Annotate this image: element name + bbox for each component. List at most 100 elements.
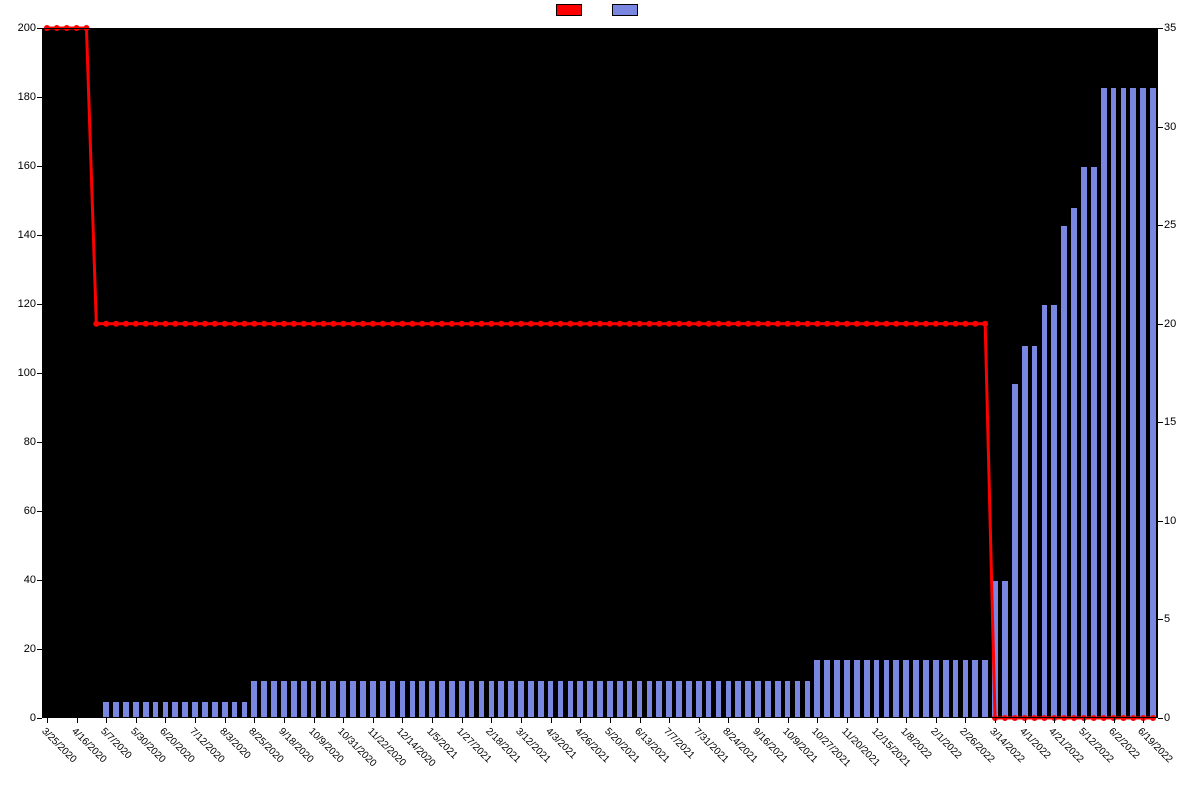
line-marker: [814, 321, 820, 327]
line-marker: [311, 321, 317, 327]
x-tick: [1084, 718, 1085, 723]
line-marker: [597, 321, 603, 327]
line-marker: [251, 321, 257, 327]
line-marker: [439, 321, 445, 327]
line-marker: [716, 321, 722, 327]
x-tick: [491, 718, 492, 723]
line-marker: [498, 321, 504, 327]
y-left-label: 80: [2, 436, 42, 448]
line-marker: [903, 321, 909, 327]
line-marker: [281, 321, 287, 327]
spine-top: [42, 28, 1158, 29]
y-left-label: 20: [2, 643, 42, 655]
line-marker: [320, 321, 326, 327]
x-tick: [640, 718, 641, 723]
y-left-label: 40: [2, 574, 42, 586]
x-tick: [47, 718, 48, 723]
line-marker: [301, 321, 307, 327]
line-marker: [202, 321, 208, 327]
line-marker: [1101, 715, 1107, 721]
y-left-label: 0: [2, 712, 42, 724]
line-marker: [1041, 715, 1047, 721]
legend: [0, 4, 1200, 16]
line-marker: [538, 321, 544, 327]
y-right-label: 0: [1158, 712, 1198, 724]
line-marker: [834, 321, 840, 327]
line-marker: [943, 321, 949, 327]
line-marker: [893, 321, 899, 327]
line-marker: [399, 321, 405, 327]
x-tick: [402, 718, 403, 723]
line-marker: [390, 321, 396, 327]
y-left-label: 140: [2, 229, 42, 241]
line-marker: [330, 321, 336, 327]
line-marker: [350, 321, 356, 327]
x-tick: [195, 718, 196, 723]
y-left-label: 60: [2, 505, 42, 517]
line-marker: [637, 321, 643, 327]
line-marker: [587, 321, 593, 327]
line-marker: [103, 321, 109, 327]
line-marker: [1130, 715, 1136, 721]
line-marker: [409, 321, 415, 327]
legend-swatch-line: [556, 4, 582, 16]
line-marker: [765, 321, 771, 327]
x-tick: [936, 718, 937, 723]
spine-bottom: [42, 717, 1158, 718]
line-marker: [1012, 715, 1018, 721]
line-marker: [686, 321, 692, 327]
x-tick: [669, 718, 670, 723]
plot-area: 0204060801001201401601802000510152025303…: [42, 28, 1158, 718]
x-tick: [1114, 718, 1115, 723]
x-tick: [610, 718, 611, 723]
line-marker: [370, 321, 376, 327]
line-marker: [429, 321, 435, 327]
y-right-label: 35: [1158, 22, 1198, 34]
line-marker: [706, 321, 712, 327]
line-marker: [854, 321, 860, 327]
line-marker: [1061, 715, 1067, 721]
y-right-label: 5: [1158, 613, 1198, 625]
y-left-label: 200: [2, 22, 42, 34]
x-tick: [1054, 718, 1055, 723]
legend-swatch-bar: [612, 4, 638, 16]
line-marker: [172, 321, 178, 327]
line-marker: [656, 321, 662, 327]
line-marker: [291, 321, 297, 327]
line-marker: [1120, 715, 1126, 721]
line-marker: [785, 321, 791, 327]
spine-left: [42, 28, 43, 718]
x-tick: [225, 718, 226, 723]
x-tick: [817, 718, 818, 723]
line-marker: [617, 321, 623, 327]
line-marker: [735, 321, 741, 327]
y-left-label: 100: [2, 367, 42, 379]
line-marker: [241, 321, 247, 327]
y-left-label: 180: [2, 91, 42, 103]
line-marker: [607, 321, 613, 327]
x-label: 6/19/2022: [1135, 726, 1174, 765]
x-tick: [551, 718, 552, 723]
line-marker: [153, 321, 159, 327]
x-tick: [254, 718, 255, 723]
line-marker: [933, 321, 939, 327]
line-marker: [93, 321, 99, 327]
line-marker: [419, 321, 425, 327]
line-marker: [824, 321, 830, 327]
x-tick: [432, 718, 433, 723]
line-marker: [775, 321, 781, 327]
line-marker: [449, 321, 455, 327]
line-marker: [232, 321, 238, 327]
line-marker: [182, 321, 188, 327]
line-marker: [478, 321, 484, 327]
x-tick: [462, 718, 463, 723]
line-marker: [469, 321, 475, 327]
line-marker: [360, 321, 366, 327]
x-tick: [136, 718, 137, 723]
y-right-label: 10: [1158, 515, 1198, 527]
line-marker: [745, 321, 751, 327]
line-marker: [1032, 715, 1038, 721]
line-marker: [488, 321, 494, 327]
y-left-label: 120: [2, 298, 42, 310]
line-marker: [212, 321, 218, 327]
